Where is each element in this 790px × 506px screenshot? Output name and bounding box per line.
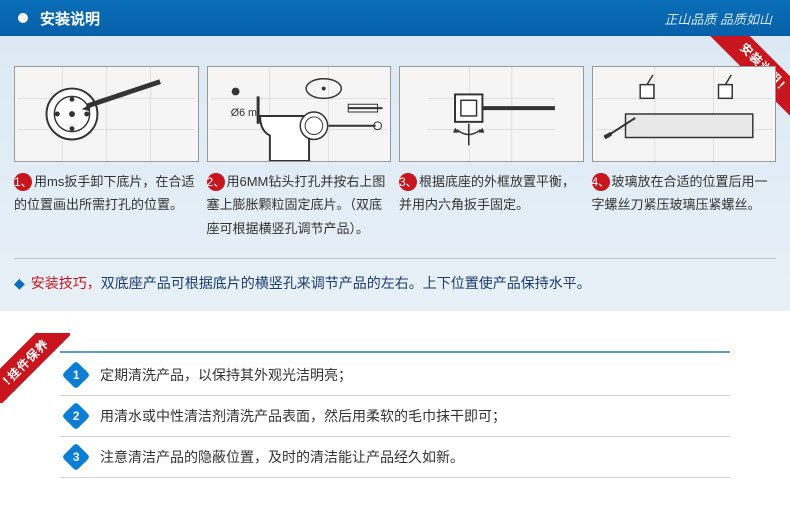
step-3-num: 3、 bbox=[399, 173, 417, 191]
step-1-text: 1、用ms扳手卸下底片，在合适的位置画出所需打孔的位置。 bbox=[14, 170, 199, 217]
care-num-3: 3 bbox=[62, 443, 90, 471]
header-dot-icon bbox=[18, 13, 28, 23]
step-2-diagram: Ø6 m bbox=[207, 66, 392, 162]
care-item-1: 1 定期清洗产品，以保持其外观光洁明亮； bbox=[60, 355, 730, 396]
step-3-text: 3、根据底座的外框放置平衡，并用内六角扳手固定。 bbox=[399, 170, 584, 217]
step-1-diagram bbox=[14, 66, 199, 162]
svg-text:Ø6 m: Ø6 m bbox=[230, 107, 256, 119]
diamond-icon: ◆ bbox=[14, 275, 25, 291]
care-item-3: 3 注意清洁产品的隐蔽位置，及时的清洁能让产品经久如新。 bbox=[60, 437, 730, 478]
step-4-num: 4、 bbox=[592, 173, 610, 191]
step-1-num: 1、 bbox=[14, 173, 32, 191]
care-section: 挂件保养 ! 1 定期清洗产品，以保持其外观光洁明亮； 2 用清水或中性清洁剂清… bbox=[0, 333, 790, 488]
step-4: 4、玻璃放在合适的位置后用一字螺丝刀紧压玻璃压紧螺丝。 bbox=[592, 66, 777, 240]
header-bar: 安装说明 正山品质 品质如山 bbox=[0, 0, 790, 36]
care-num-2: 2 bbox=[62, 402, 90, 430]
tip-label: 安装技巧， bbox=[31, 275, 101, 291]
step-1: 1、用ms扳手卸下底片，在合适的位置画出所需打孔的位置。 bbox=[14, 66, 199, 240]
care-text-2: 用清水或中性清洁剂清洗产品表面，然后用柔软的毛巾抹干即可； bbox=[100, 406, 506, 426]
care-text-3: 注意清洁产品的隐蔽位置，及时的清洁能让产品经久如新。 bbox=[100, 447, 464, 467]
care-ribbon-label: 挂件保养 bbox=[4, 335, 53, 384]
care-text-1: 定期清洗产品，以保持其外观光洁明亮； bbox=[100, 365, 352, 385]
step-4-diagram bbox=[592, 66, 777, 162]
install-tip: ◆ 安装技巧，双底座产品可根据底片的横竖孔来调节产品的左右。上下位置使产品保持水平… bbox=[14, 258, 776, 293]
install-section: 安装说明 ! 1、用ms扳手卸下底片，在合适的位置画出所需打孔的位置。 bbox=[0, 36, 790, 311]
step-2: Ø6 m 2、用6MM钻头打孔并按右上图塞上膨胀颗粒固定底片。（双底座可根据横竖… bbox=[207, 66, 392, 240]
step-3: 3、根据底座的外框放置平衡，并用内六角扳手固定。 bbox=[399, 66, 584, 240]
step-2-text: 2、用6MM钻头打孔并按右上图塞上膨胀颗粒固定底片。（双底座可根据横竖孔调节产品… bbox=[207, 170, 392, 240]
steps-row: 1、用ms扳手卸下底片，在合适的位置画出所需打孔的位置。 Ø6 m bbox=[14, 66, 776, 240]
step-3-diagram bbox=[399, 66, 584, 162]
step-4-text: 4、玻璃放在合适的位置后用一字螺丝刀紧压玻璃压紧螺丝。 bbox=[592, 170, 777, 217]
tip-text: 双底座产品可根据底片的横竖孔来调节产品的左右。上下位置使产品保持水平。 bbox=[101, 275, 591, 291]
header-slogan: 正山品质 品质如山 bbox=[664, 9, 772, 28]
step-2-num: 2、 bbox=[207, 173, 225, 191]
care-ribbon: 挂件保养 ! bbox=[0, 333, 70, 403]
header-title: 安装说明 bbox=[40, 8, 100, 29]
divider bbox=[60, 351, 730, 353]
care-item-2: 2 用清水或中性清洁剂清洗产品表面，然后用柔软的毛巾抹干即可； bbox=[60, 396, 730, 437]
